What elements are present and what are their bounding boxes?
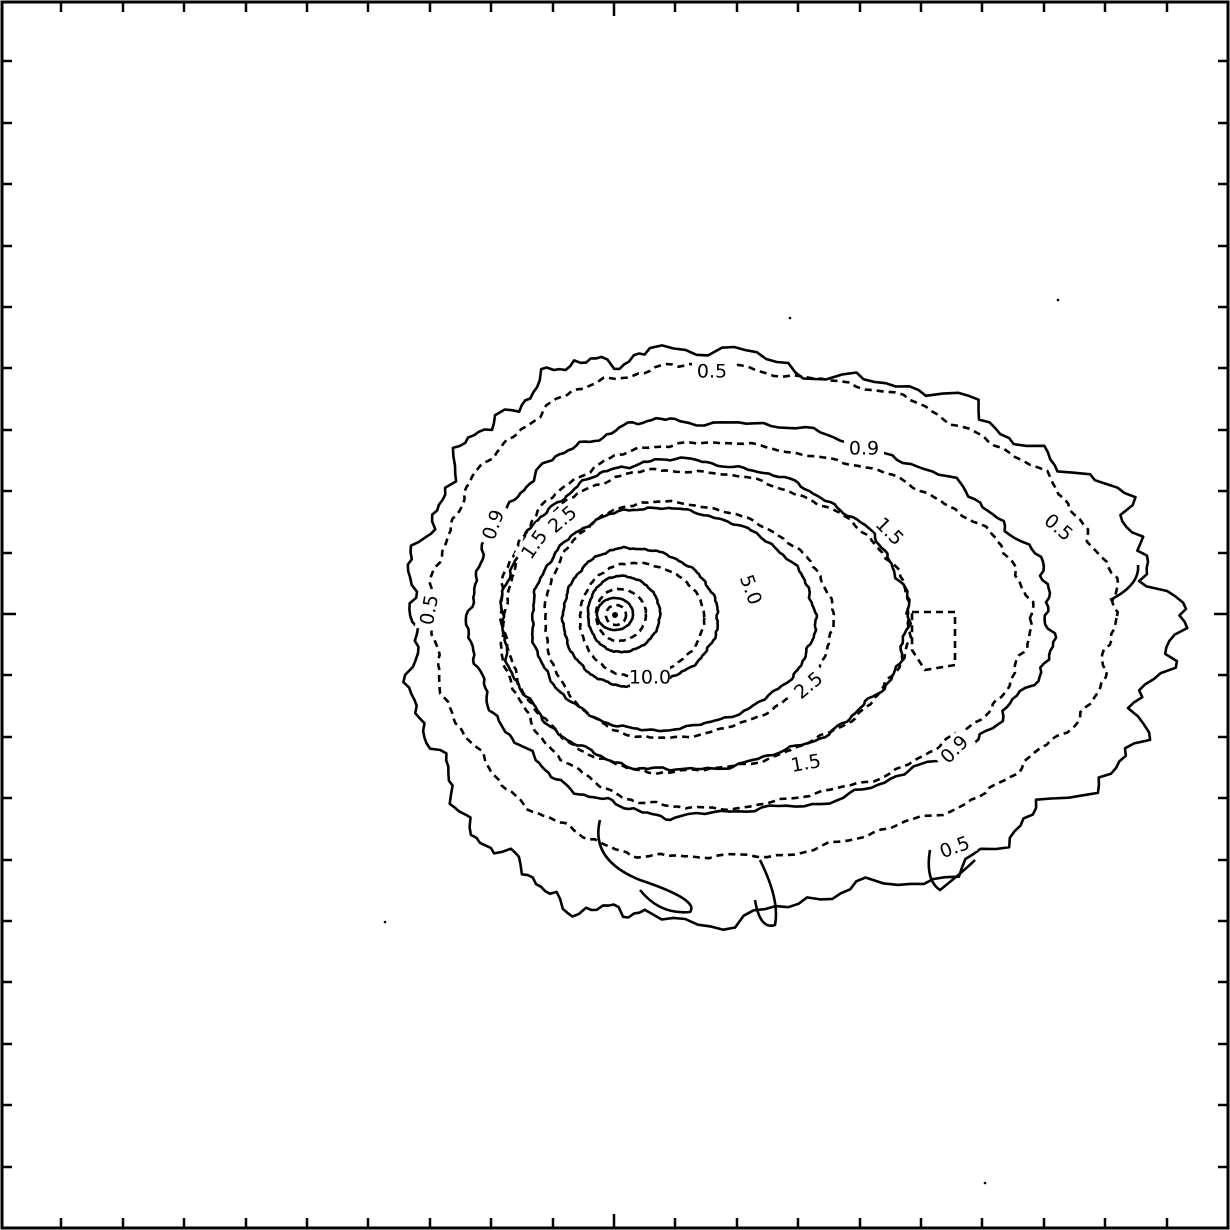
contour-labels: 0.50.50.50.50.90.90.91.5 1.51.52.52.55.01… xyxy=(414,360,1082,865)
contour-label-group: 0.9 xyxy=(475,502,511,548)
contour-label-group: 0.9 xyxy=(844,437,884,460)
contour-label-group: 1.5 xyxy=(784,748,828,778)
contour-label-group: 0.5 xyxy=(932,829,978,865)
contour-label-bg xyxy=(785,663,831,707)
contour-2-5-solid xyxy=(530,506,819,733)
contour-label-bg xyxy=(1036,505,1082,549)
contour-10-solid xyxy=(586,574,662,654)
contour-1-5-solid xyxy=(499,456,913,772)
contour-lines xyxy=(402,344,1189,931)
speck xyxy=(983,1181,987,1185)
contour-label: 0.5 xyxy=(697,361,727,383)
contour-label: 0.5 xyxy=(416,593,443,627)
contour-0-9-solid xyxy=(464,416,1058,822)
peak-marker xyxy=(612,612,618,618)
contour-label-group: 5.0 xyxy=(733,567,769,613)
contour-label-bg xyxy=(932,727,977,772)
contour-fragment xyxy=(753,859,778,927)
contour-label-bg xyxy=(784,748,828,778)
contour-label-bg xyxy=(475,502,511,548)
contour-0-5-solid xyxy=(402,344,1189,931)
contour-label-bg xyxy=(692,360,732,382)
contour-core xyxy=(595,596,635,632)
contour-label-bg xyxy=(414,588,444,632)
contour-5-solid xyxy=(560,545,720,689)
contour-label-group: 0.9 xyxy=(932,727,977,772)
contour-label-group: 10.0 xyxy=(629,666,671,689)
contour-fragment xyxy=(927,849,976,892)
contour-label-bg xyxy=(539,497,585,541)
contour-label: 10.0 xyxy=(629,667,671,689)
contour-core xyxy=(604,603,628,627)
contour-label-group: 0.5 xyxy=(692,360,732,383)
speck xyxy=(788,316,792,320)
contour-label-bg xyxy=(932,829,978,865)
contour-0-9-island xyxy=(910,610,957,672)
contour-label: 1.5 xyxy=(789,750,823,777)
contour-2-5-dashed xyxy=(543,499,836,740)
contour-label-bg xyxy=(733,567,769,613)
speck xyxy=(383,920,387,924)
contour-1-5-dashed xyxy=(501,467,913,775)
contour-10-dashed xyxy=(594,587,648,643)
specks xyxy=(383,298,1060,1185)
contour-label-bg xyxy=(867,509,912,554)
contour-label: 0.9 xyxy=(849,438,879,460)
contour-label-bg xyxy=(630,666,670,688)
contour-fragment xyxy=(1109,564,1140,602)
contour-label-group: 2.5 xyxy=(785,663,831,707)
contour-label-group: 0.5 xyxy=(414,588,444,632)
contour-0-9-dashed xyxy=(498,440,1035,812)
contour-fragment xyxy=(597,819,693,914)
contour-label-bg xyxy=(513,521,555,568)
contour-label-bg xyxy=(844,437,884,459)
speck xyxy=(1056,298,1060,302)
contour-label-group: 1.5 xyxy=(867,509,912,554)
contour-label-group: 0.5 xyxy=(1036,505,1082,549)
